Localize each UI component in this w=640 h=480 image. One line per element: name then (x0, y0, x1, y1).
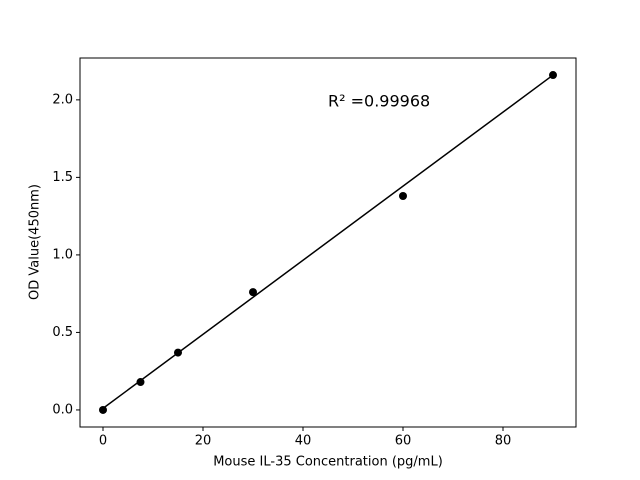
x-tick-label: 80 (495, 434, 512, 449)
data-point (399, 191, 407, 200)
data-point (549, 71, 557, 80)
y-tick-label: 0.0 (52, 402, 73, 417)
data-point (99, 405, 107, 414)
y-tick-label: 1.5 (52, 170, 73, 185)
y-tick-label: 1.0 (52, 247, 73, 262)
x-tick-label: 20 (195, 434, 212, 449)
y-axis-label: OD Value(450nm) (28, 184, 43, 300)
x-tick-label: 40 (295, 434, 312, 449)
y-tick-label: 0.5 (52, 325, 73, 340)
plot-frame (79, 57, 577, 428)
x-tick-label: 60 (395, 434, 412, 449)
x-axis-label: Mouse IL-35 Concentration (pg/mL) (213, 455, 443, 470)
data-point (174, 348, 182, 357)
data-point (136, 378, 145, 387)
data-point (249, 288, 257, 297)
y-tick-label: 2.0 (52, 92, 73, 107)
fit-line (102, 74, 554, 409)
annotation: R² =0.99968 (328, 92, 430, 111)
x-tick-label: 0 (99, 434, 107, 449)
